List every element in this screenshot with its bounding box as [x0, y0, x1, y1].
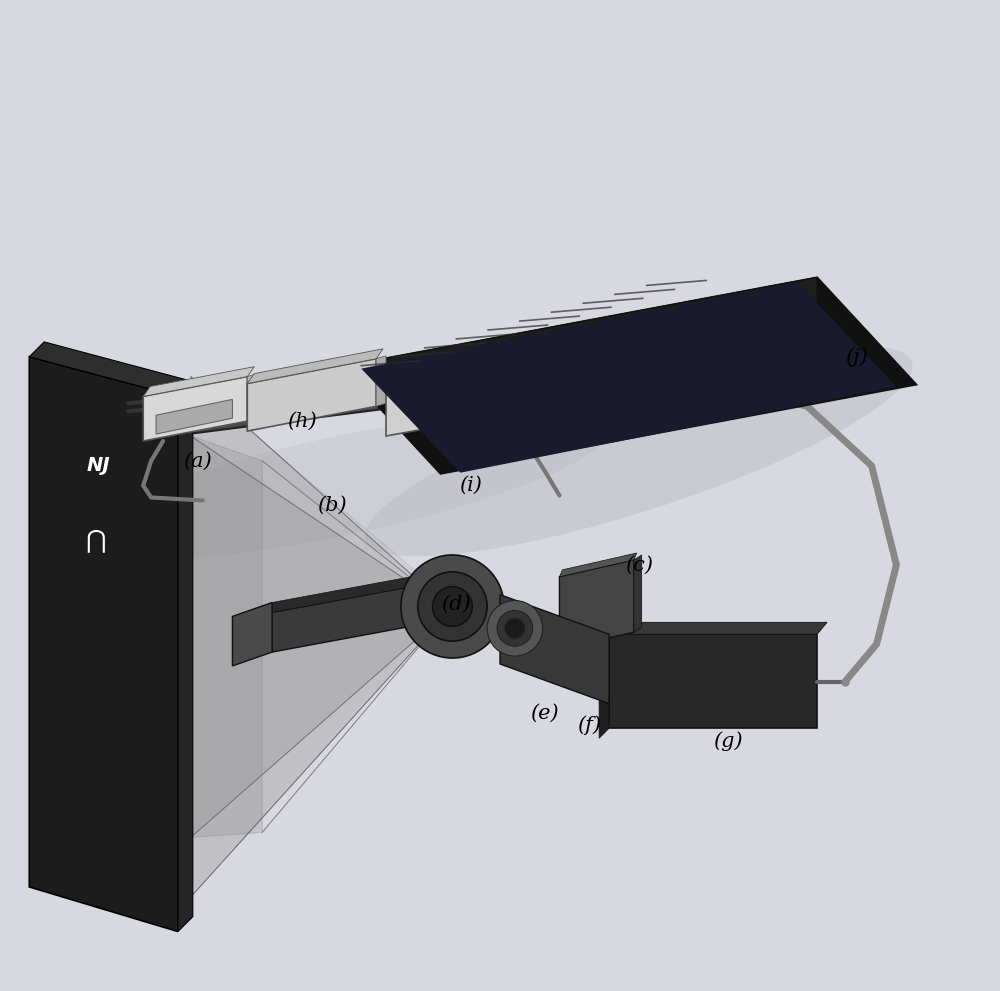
Text: (a): (a) [183, 451, 212, 471]
Text: (d): (d) [441, 595, 470, 614]
Polygon shape [272, 570, 448, 612]
Ellipse shape [365, 346, 913, 556]
Polygon shape [232, 603, 272, 666]
Polygon shape [599, 634, 609, 738]
Text: (i): (i) [459, 476, 482, 496]
Polygon shape [386, 360, 512, 390]
Circle shape [401, 555, 504, 658]
Polygon shape [191, 382, 455, 897]
Polygon shape [178, 382, 193, 932]
Polygon shape [143, 367, 254, 396]
Polygon shape [500, 595, 609, 704]
Polygon shape [609, 634, 817, 728]
Text: (j): (j) [845, 347, 868, 367]
Polygon shape [29, 357, 178, 932]
Polygon shape [272, 580, 448, 652]
Text: (h): (h) [287, 411, 317, 431]
Polygon shape [191, 436, 450, 837]
Polygon shape [191, 377, 450, 897]
Polygon shape [156, 399, 232, 434]
Polygon shape [247, 349, 383, 384]
Polygon shape [118, 406, 133, 448]
Polygon shape [448, 577, 460, 622]
Text: (g): (g) [713, 731, 743, 751]
Polygon shape [247, 359, 376, 431]
Text: ⋂: ⋂ [85, 528, 106, 552]
Polygon shape [505, 366, 515, 414]
Polygon shape [341, 277, 817, 396]
Polygon shape [29, 342, 193, 396]
Polygon shape [133, 352, 559, 441]
Polygon shape [361, 282, 896, 473]
Ellipse shape [75, 411, 608, 560]
Polygon shape [143, 377, 247, 441]
Circle shape [497, 610, 533, 646]
Text: (e): (e) [530, 704, 559, 723]
Polygon shape [376, 356, 386, 406]
Polygon shape [386, 369, 505, 436]
Circle shape [418, 572, 487, 641]
Text: (c): (c) [625, 555, 653, 575]
Polygon shape [247, 374, 257, 421]
Polygon shape [559, 553, 637, 577]
Text: (f): (f) [577, 716, 601, 735]
Polygon shape [559, 560, 634, 649]
Polygon shape [341, 277, 916, 474]
Polygon shape [191, 436, 262, 837]
Polygon shape [634, 555, 642, 632]
Text: NJ: NJ [87, 456, 110, 476]
Circle shape [433, 587, 472, 626]
Polygon shape [609, 622, 827, 634]
Text: (b): (b) [317, 496, 346, 515]
Polygon shape [133, 352, 579, 416]
Circle shape [505, 618, 525, 638]
Circle shape [487, 601, 543, 656]
